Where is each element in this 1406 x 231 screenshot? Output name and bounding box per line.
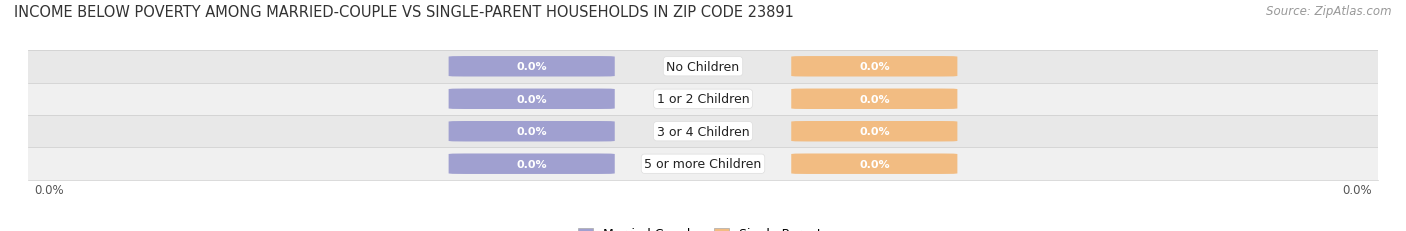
Text: 0.0%: 0.0% (859, 127, 890, 137)
Text: No Children: No Children (666, 61, 740, 73)
Bar (28, 116, 1378, 148)
FancyBboxPatch shape (792, 57, 957, 77)
Text: 0.0%: 0.0% (516, 62, 547, 72)
Bar (28, 51, 1378, 83)
Text: INCOME BELOW POVERTY AMONG MARRIED-COUPLE VS SINGLE-PARENT HOUSEHOLDS IN ZIP COD: INCOME BELOW POVERTY AMONG MARRIED-COUPL… (14, 5, 794, 20)
FancyBboxPatch shape (792, 89, 957, 109)
Text: Source: ZipAtlas.com: Source: ZipAtlas.com (1267, 5, 1392, 18)
Text: 0.0%: 0.0% (516, 127, 547, 137)
FancyBboxPatch shape (792, 154, 957, 174)
Text: 0.0%: 0.0% (859, 159, 890, 169)
Text: 5 or more Children: 5 or more Children (644, 158, 762, 170)
Bar (28, 83, 1378, 116)
Text: 0.0%: 0.0% (516, 94, 547, 104)
Text: 1 or 2 Children: 1 or 2 Children (657, 93, 749, 106)
Text: 0.0%: 0.0% (516, 159, 547, 169)
FancyBboxPatch shape (449, 122, 614, 142)
Text: 0.0%: 0.0% (859, 62, 890, 72)
FancyBboxPatch shape (792, 122, 957, 142)
Legend: Married Couples, Single Parents: Married Couples, Single Parents (572, 222, 834, 231)
FancyBboxPatch shape (449, 89, 614, 109)
Text: 0.0%: 0.0% (859, 94, 890, 104)
Bar (28, 148, 1378, 180)
FancyBboxPatch shape (449, 154, 614, 174)
Text: 3 or 4 Children: 3 or 4 Children (657, 125, 749, 138)
FancyBboxPatch shape (449, 57, 614, 77)
